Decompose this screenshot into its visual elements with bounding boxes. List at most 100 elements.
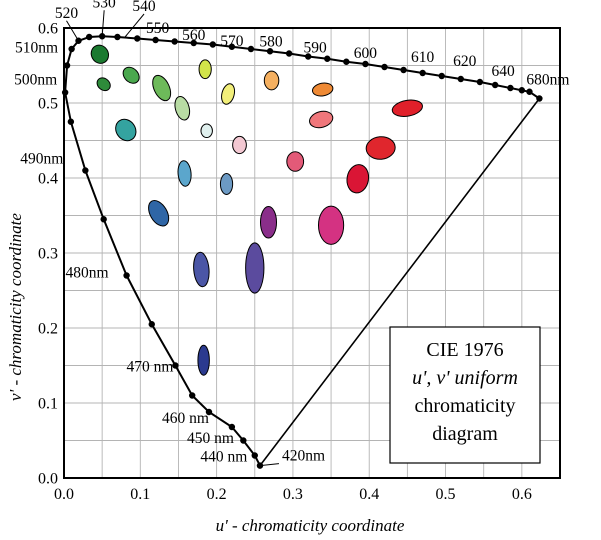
color-ellipse bbox=[221, 83, 236, 105]
color-ellipse bbox=[122, 66, 140, 84]
color-ellipse bbox=[346, 164, 370, 194]
color-ellipse bbox=[96, 77, 111, 92]
color-ellipse bbox=[317, 205, 345, 245]
y-tick-label: 0.4 bbox=[38, 171, 58, 188]
wavelength-label: 490nm bbox=[20, 151, 63, 168]
color-ellipse bbox=[232, 135, 247, 155]
x-tick-label: 0.5 bbox=[436, 486, 456, 503]
wavelength-label: 530 bbox=[93, 0, 117, 11]
locus-point bbox=[68, 45, 75, 53]
y-tick-label: 0.3 bbox=[38, 246, 58, 263]
wavelength-leader-line bbox=[124, 13, 145, 38]
locus-point bbox=[190, 39, 197, 47]
locus-point bbox=[256, 462, 264, 469]
wavelength-label: 500nm bbox=[14, 72, 57, 89]
wavelength-label: 460 nm bbox=[162, 410, 209, 427]
locus-point bbox=[114, 33, 121, 41]
wavelength-label: 580 bbox=[259, 33, 283, 50]
color-ellipse bbox=[177, 160, 192, 187]
locus-point bbox=[85, 33, 93, 41]
wavelength-label: 560 bbox=[182, 27, 206, 44]
locus-point bbox=[67, 118, 75, 125]
color-ellipse bbox=[311, 82, 334, 97]
axis-ticks: 0.0 0.1 0.2 0.3 0.4 0.5 0.6 0.0 0.1 0.2 0.3 0.4 0.5 0… bbox=[38, 21, 532, 504]
locus-point bbox=[63, 62, 71, 69]
wavelength-label: 420nm bbox=[282, 448, 325, 465]
color-ellipse bbox=[115, 118, 137, 142]
locus-point bbox=[209, 41, 216, 48]
locus-point bbox=[228, 423, 236, 431]
y-tick-label: 0.5 bbox=[38, 96, 58, 113]
color-ellipse bbox=[286, 151, 305, 172]
locus-point bbox=[205, 408, 213, 416]
wavelength-label: 450 nm bbox=[187, 430, 234, 447]
locus-point bbox=[457, 75, 464, 83]
y-tick-label: 0.6 bbox=[38, 21, 58, 38]
wavelength-label: 620 bbox=[453, 53, 477, 70]
wavelength-label: 510nm bbox=[15, 40, 58, 57]
x-tick-label: 0.6 bbox=[512, 486, 532, 503]
color-ellipse bbox=[193, 251, 210, 288]
color-ellipse bbox=[219, 173, 234, 195]
x-tick-label: 0.1 bbox=[130, 486, 150, 503]
y-axis-title: v' - chromaticity coordinate bbox=[6, 213, 25, 401]
color-ellipse bbox=[198, 59, 212, 80]
color-ellipse bbox=[309, 110, 334, 129]
wavelength-label: 610 bbox=[411, 49, 435, 66]
wavelength-label: 550 bbox=[146, 20, 170, 37]
x-tick-label: 0.2 bbox=[207, 486, 227, 503]
locus-point bbox=[240, 437, 247, 444]
locus-point bbox=[100, 216, 107, 223]
color-ellipse bbox=[152, 74, 172, 102]
color-ellipse bbox=[259, 206, 278, 239]
color-ellipse bbox=[197, 344, 210, 376]
title-line-3: chromaticity bbox=[414, 395, 515, 417]
wavelength-label: 480nm bbox=[66, 265, 109, 282]
locus-point bbox=[438, 72, 445, 80]
locus-point bbox=[82, 167, 89, 174]
color-ellipse bbox=[148, 200, 170, 227]
locus-point bbox=[123, 272, 130, 279]
locus-point bbox=[251, 452, 258, 459]
x-tick-label: 0.4 bbox=[359, 486, 379, 503]
locus-point bbox=[381, 63, 388, 71]
locus-point bbox=[518, 87, 526, 94]
color-ellipse bbox=[90, 44, 110, 64]
locus-point bbox=[507, 84, 514, 92]
y-tick-label: 0.2 bbox=[38, 321, 58, 338]
locus-point bbox=[228, 43, 236, 50]
locus-point bbox=[152, 36, 159, 44]
wavelength-label: 640 bbox=[492, 63, 516, 80]
plot-frame bbox=[63, 27, 561, 479]
locus-point bbox=[491, 81, 499, 89]
y-tick-label: 0.1 bbox=[38, 396, 58, 413]
wavelength-label: 570 bbox=[220, 33, 244, 50]
wavelength-labels: 520 530 540 550 560 570 580 590 600 610 620 640 680n… bbox=[14, 0, 569, 467]
locus-point bbox=[304, 53, 312, 60]
color-ellipse bbox=[391, 99, 423, 117]
locus-point bbox=[476, 78, 484, 86]
x-tick-label: 0.3 bbox=[283, 486, 303, 503]
color-ellipse bbox=[365, 136, 396, 160]
locus-point bbox=[134, 35, 141, 42]
purple-line bbox=[259, 98, 541, 467]
wavelength-label: 590 bbox=[304, 40, 328, 57]
locus-point bbox=[362, 60, 369, 68]
color-ellipse bbox=[245, 242, 265, 294]
wavelength-label: 520 bbox=[55, 5, 79, 22]
locus-point bbox=[61, 89, 69, 96]
color-ellipse bbox=[174, 96, 191, 121]
locus-point bbox=[171, 38, 178, 45]
locus-point bbox=[343, 58, 350, 65]
wavelength-leader-line bbox=[101, 10, 105, 37]
locus-point bbox=[324, 55, 331, 62]
title-line-2: u', v' uniform bbox=[412, 367, 518, 389]
wavelength-leader-line bbox=[259, 463, 280, 467]
wavelength-label: 470 nm bbox=[126, 359, 173, 376]
locus-point bbox=[285, 50, 293, 57]
macadam-ellipses bbox=[90, 44, 423, 376]
locus-point bbox=[536, 95, 543, 102]
x-axis-title: u' - chromaticity coordinate bbox=[216, 516, 405, 535]
locus-point bbox=[148, 321, 155, 328]
locus-point bbox=[188, 392, 196, 399]
